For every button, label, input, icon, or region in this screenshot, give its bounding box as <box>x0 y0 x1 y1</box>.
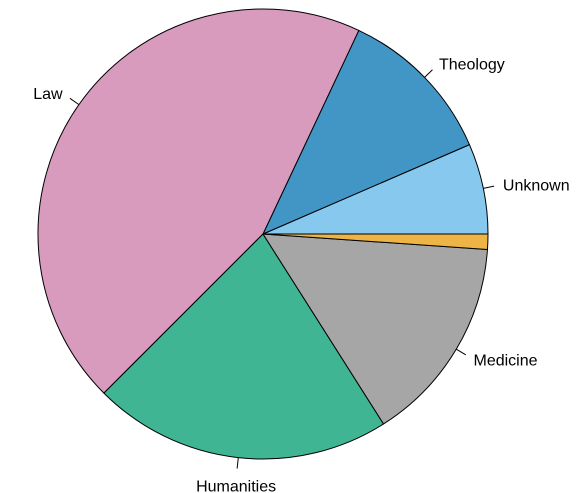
pie-label-law: Law <box>33 86 63 103</box>
pie-label-theology: Theology <box>439 57 505 74</box>
pie-label-humanities: Humanities <box>196 479 276 493</box>
pie-label-tick-humanities <box>236 457 239 469</box>
pie-slice-medicine <box>262 233 488 425</box>
pie-slice-law <box>37 8 360 394</box>
pie-label-tick-medicine <box>456 348 467 356</box>
pie-label-tick-law <box>69 97 80 106</box>
pie-label-medicine: Medicine <box>473 352 537 369</box>
pie-labels: Unknown Theology Law Humanities Medicine <box>33 57 569 493</box>
pie-label-unknown: Unknown <box>503 177 570 194</box>
pie-slice-humanities <box>103 233 385 460</box>
pie-label-tick-unknown <box>483 185 495 189</box>
pie-slice-small <box>262 233 489 251</box>
pie-slices <box>37 8 489 460</box>
pie-slice-theology <box>262 29 470 235</box>
pie-label-tick-theology <box>424 69 433 78</box>
